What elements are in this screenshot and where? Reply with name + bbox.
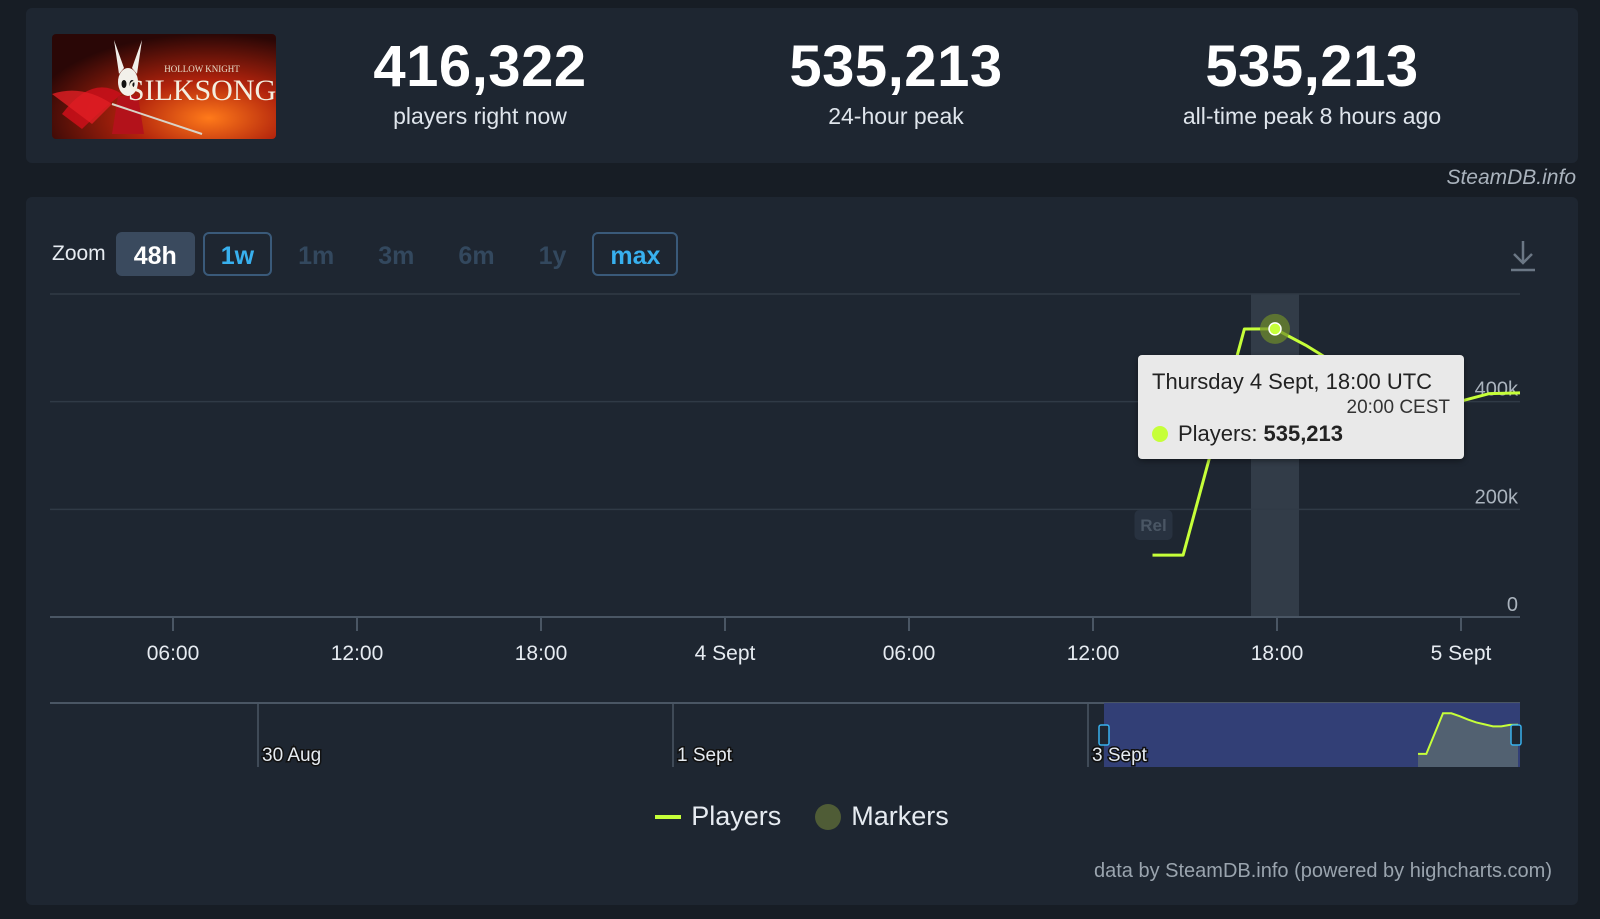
navigator-label: 1 Sept	[677, 745, 733, 766]
stat-current-label: players right now	[393, 103, 567, 129]
zoom-48h-button[interactable]: 48h	[115, 232, 195, 276]
x-tick-label: 12:00	[1067, 642, 1120, 665]
download-icon[interactable]	[1508, 239, 1538, 273]
navigator-label-overlay: 3 Sept	[1092, 745, 1148, 766]
stat-peak24-value: 535,213	[789, 34, 1003, 99]
stat-current: 416,322 players right now	[300, 34, 660, 130]
release-marker	[1134, 510, 1173, 540]
x-tick-label: 5 Sept	[1431, 642, 1492, 665]
zoom-1m-button[interactable]: 1m	[298, 242, 335, 270]
x-tick-label: 06:00	[883, 642, 936, 665]
release-marker-label: Rel	[1140, 516, 1166, 535]
player-chart: 0 200k 400k 06:00 12:00 18:00 4 Sept 06:00 12:00…	[50, 293, 1522, 768]
legend-players-label: Players	[691, 801, 782, 831]
stat-current-value: 416,322	[373, 34, 587, 99]
x-tick-label: 12:00	[331, 642, 384, 665]
navigator-left-handle[interactable]	[1098, 724, 1110, 746]
stat-alltime-value: 535,213	[1205, 34, 1419, 99]
x-tick-label: 18:00	[515, 642, 568, 665]
zoom-bar: Zoom 48h 1w 1m 3m 6m 1y max	[52, 230, 686, 278]
tooltip-series-dot	[1152, 426, 1168, 442]
legend-markers-label: Markers	[851, 801, 949, 831]
highlight-point	[1268, 322, 1282, 336]
zoom-6m-button[interactable]: 6m	[458, 242, 495, 270]
tooltip-date: Thursday 4 Sept, 18:00 UTC	[1152, 369, 1433, 394]
zoom-label: Zoom	[52, 242, 106, 265]
brand-tag[interactable]: SteamDB.info	[1446, 166, 1576, 189]
chart-tooltip: Thursday 4 Sept, 18:00 UTC 20:00 CEST Pl…	[1138, 355, 1464, 459]
chart-card: 0 200k 400k 06:00 12:00 18:00 4 Sept 06:00 12:00…	[26, 197, 1578, 905]
players-legend-swatch	[655, 814, 682, 819]
y-tick-label: 200k	[1475, 486, 1519, 508]
tooltip-local-time: 20:00 CEST	[1346, 397, 1451, 418]
stat-peak24: 535,213 24-hour peak	[716, 34, 1076, 130]
logo-title: SILKSONG	[128, 74, 276, 107]
game-logo[interactable]: SILKSONG HOLLOW KNIGHT	[52, 34, 276, 139]
stat-alltime-label: all-time peak 8 hours ago	[1182, 103, 1442, 129]
x-tick-label: 4 Sept	[695, 642, 756, 665]
legend-players[interactable]: Players	[655, 801, 781, 832]
y-tick-label: 0	[1507, 594, 1518, 616]
stats-card: SILKSONG HOLLOW KNIGHT 416,322 players r…	[26, 8, 1578, 163]
zoom-max-button[interactable]: max	[592, 232, 679, 276]
x-tick-label: 06:00	[147, 642, 200, 665]
navigator-right-handle[interactable]	[1510, 724, 1522, 746]
markers-legend-swatch	[815, 803, 842, 830]
chart-credit[interactable]: data by SteamDB.info (powered by highcha…	[1094, 860, 1552, 882]
tooltip-row: Players: 535,213	[1152, 421, 1343, 447]
stat-peak24-label: 24-hour peak	[828, 103, 964, 129]
logo-subtitle: HOLLOW KNIGHT	[164, 64, 240, 74]
stat-alltime: 535,213 all-time peak 8 hours ago	[1132, 34, 1492, 130]
y-tick-label: 400k	[1475, 379, 1519, 401]
legend-markers[interactable]: Markers	[815, 801, 949, 832]
zoom-3m-button[interactable]: 3m	[378, 242, 415, 270]
zoom-1y-button[interactable]: 1y	[538, 242, 567, 270]
x-tick-label: 18:00	[1251, 642, 1304, 665]
navigator-series-line	[1418, 712, 1519, 755]
chart-legend: Players Markers	[26, 801, 1578, 832]
navigator-label: 30 Aug	[262, 745, 321, 766]
tooltip-value: 535,213	[1263, 421, 1344, 446]
zoom-1w-button[interactable]: 1w	[202, 232, 273, 276]
tooltip-series-name: Players:	[1178, 421, 1258, 446]
